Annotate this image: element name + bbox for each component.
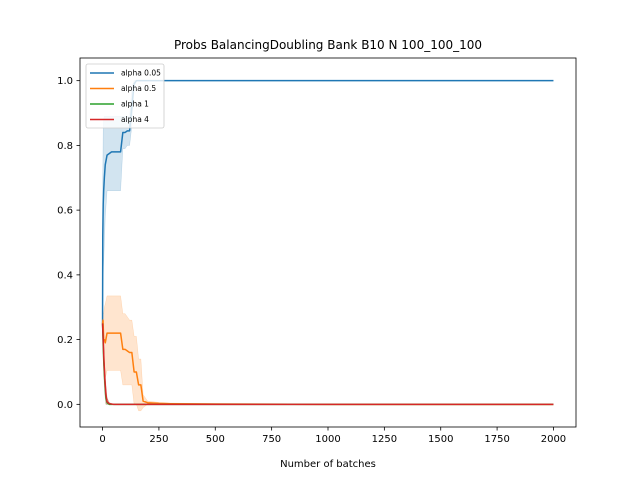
- series-lines: [101, 79, 554, 406]
- x-tick-label: 1250: [372, 434, 397, 445]
- y-tick-label: 0.4: [57, 270, 73, 281]
- x-tick-label: 250: [149, 434, 168, 445]
- x-tick-label: 500: [206, 434, 225, 445]
- legend: alpha 0.05 alpha 0.5 alpha 1 alpha 4: [85, 63, 165, 129]
- band-alpha-0-5: [102, 295, 554, 412]
- legend-items: alpha 0.05 alpha 0.5 alpha 1 alpha 4: [90, 69, 161, 124]
- chart-title: Probs BalancingDoubling Bank B10 N 100_1…: [174, 38, 482, 52]
- y-tick-label: 0.0: [57, 400, 73, 411]
- legend-label-alpha-0-05: alpha 0.05: [121, 69, 161, 78]
- x-tick-label: 1500: [428, 434, 453, 445]
- y-axis-ticks: 0.0 0.2 0.4 0.6 0.8 1.0: [57, 76, 80, 411]
- x-axis-label: Number of batches: [280, 459, 376, 470]
- x-tick-label: 2000: [541, 434, 566, 445]
- legend-label-alpha-1: alpha 1: [121, 100, 149, 109]
- line-alpha-0-05: [101, 79, 554, 324]
- y-tick-label: 0.6: [57, 206, 73, 217]
- x-axis-ticks: 0 250 500 750 1000 1250 1500 1750 2000: [99, 427, 566, 445]
- y-tick-label: 1.0: [57, 76, 73, 87]
- y-tick-label: 0.2: [57, 335, 73, 346]
- line-alpha-4: [101, 323, 554, 406]
- x-tick-label: 1750: [484, 434, 509, 445]
- x-tick-label: 0: [99, 434, 105, 445]
- y-tick-label: 0.8: [57, 141, 73, 152]
- x-tick-label: 1000: [315, 434, 340, 445]
- x-tick-label: 750: [262, 434, 281, 445]
- legend-label-alpha-4: alpha 4: [121, 115, 149, 124]
- legend-box: [85, 63, 165, 129]
- legend-label-alpha-0-5: alpha 0.5: [121, 84, 156, 93]
